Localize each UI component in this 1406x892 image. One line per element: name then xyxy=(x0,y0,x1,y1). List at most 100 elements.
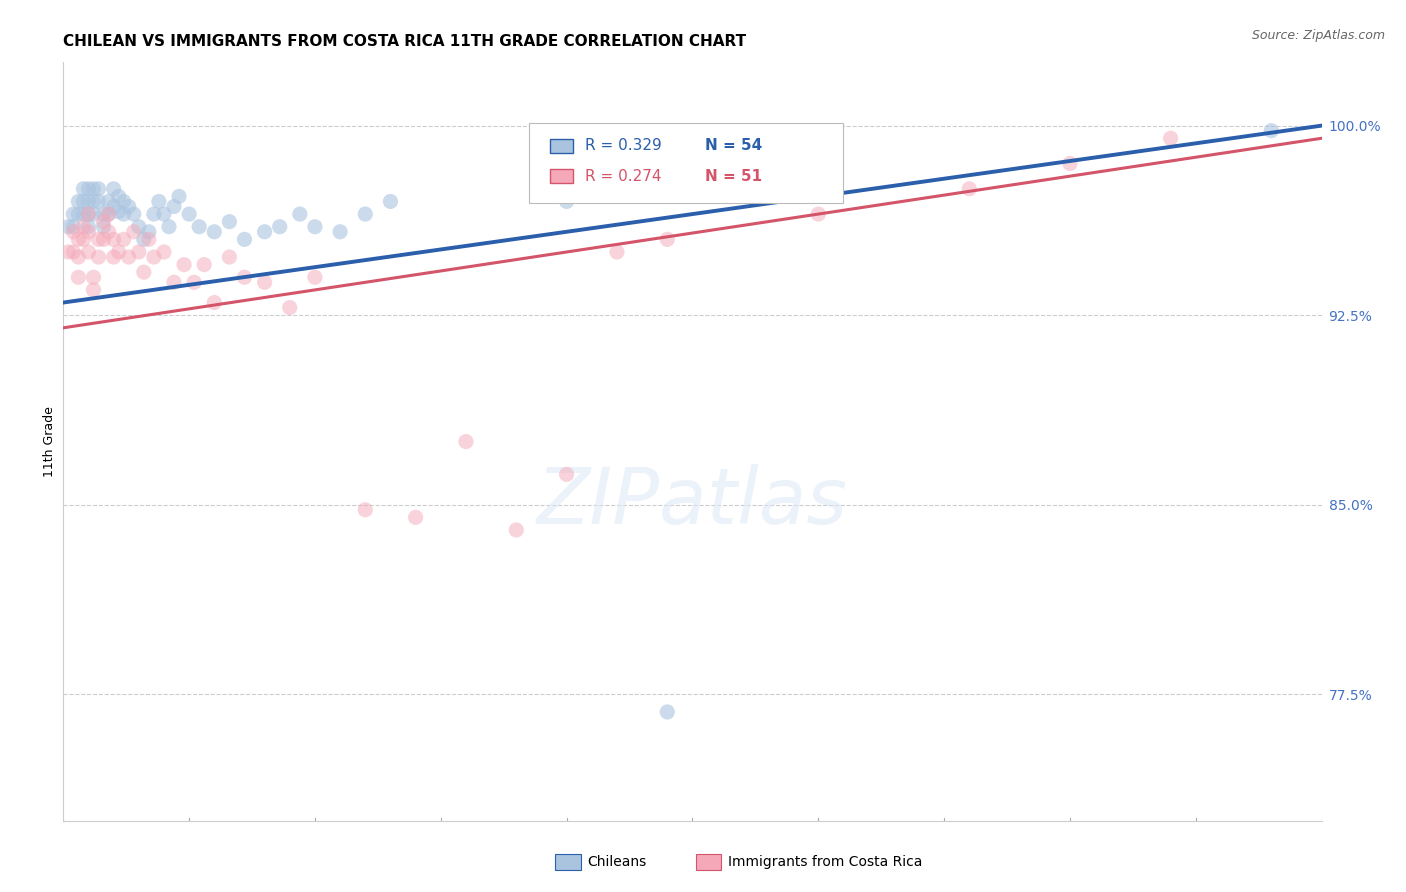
Point xyxy=(163,199,186,213)
Point xyxy=(253,225,276,239)
Point xyxy=(132,232,155,246)
Point xyxy=(62,207,84,221)
Text: R = 0.329: R = 0.329 xyxy=(585,138,662,153)
Text: R = 0.274: R = 0.274 xyxy=(585,169,662,184)
Y-axis label: 11th Grade: 11th Grade xyxy=(44,406,56,477)
Point xyxy=(454,434,477,449)
Text: N = 51: N = 51 xyxy=(704,169,762,184)
Text: N = 54: N = 54 xyxy=(704,138,762,153)
Bar xyxy=(550,139,572,153)
Point xyxy=(77,207,100,221)
Point xyxy=(62,225,84,239)
Point xyxy=(957,182,980,196)
Point xyxy=(62,219,84,234)
FancyBboxPatch shape xyxy=(529,123,844,202)
Point xyxy=(142,250,165,264)
Point xyxy=(354,503,377,517)
Point xyxy=(77,207,100,221)
Point xyxy=(67,250,90,264)
Point xyxy=(138,225,160,239)
Point xyxy=(380,194,402,209)
Point xyxy=(82,283,104,297)
Point xyxy=(555,194,578,209)
Point xyxy=(112,194,135,209)
Point xyxy=(269,219,291,234)
Point xyxy=(77,194,100,209)
Point xyxy=(606,244,628,259)
Point xyxy=(97,207,120,221)
Point xyxy=(82,182,104,196)
Point xyxy=(188,219,211,234)
Point xyxy=(193,258,215,272)
Point xyxy=(278,301,301,315)
Point xyxy=(72,232,94,246)
Point xyxy=(1059,156,1081,170)
Point xyxy=(72,194,94,209)
Point xyxy=(112,207,135,221)
Text: ZIPatlas: ZIPatlas xyxy=(537,464,848,541)
Text: CHILEAN VS IMMIGRANTS FROM COSTA RICA 11TH GRADE CORRELATION CHART: CHILEAN VS IMMIGRANTS FROM COSTA RICA 11… xyxy=(63,34,747,49)
Point xyxy=(72,207,94,221)
Point xyxy=(67,232,90,246)
Point xyxy=(163,275,186,289)
Point xyxy=(103,232,125,246)
Point xyxy=(657,705,679,719)
Point xyxy=(157,219,180,234)
Point xyxy=(128,219,150,234)
Point xyxy=(103,182,125,196)
Point xyxy=(505,523,527,537)
Point xyxy=(138,232,160,246)
Point xyxy=(87,250,110,264)
Point xyxy=(72,219,94,234)
Point xyxy=(77,182,100,196)
Point xyxy=(107,204,129,219)
Point xyxy=(183,275,205,289)
Point xyxy=(253,275,276,289)
Point xyxy=(93,207,115,221)
Point xyxy=(218,250,240,264)
Point xyxy=(77,225,100,239)
Point xyxy=(82,194,104,209)
Point xyxy=(93,219,115,234)
Point xyxy=(87,232,110,246)
Point xyxy=(202,295,225,310)
Point xyxy=(153,207,176,221)
Point xyxy=(97,225,120,239)
Point xyxy=(67,270,90,285)
Point xyxy=(93,215,115,229)
Point xyxy=(77,219,100,234)
Point xyxy=(405,510,427,524)
Point xyxy=(288,207,311,221)
Point xyxy=(93,232,115,246)
Point xyxy=(122,225,145,239)
Point xyxy=(118,250,141,264)
Point xyxy=(67,207,90,221)
Point xyxy=(87,194,110,209)
Point xyxy=(1160,131,1182,145)
Point xyxy=(304,219,326,234)
Point xyxy=(807,182,830,196)
Point xyxy=(128,244,150,259)
Point xyxy=(202,225,225,239)
Point xyxy=(177,207,200,221)
Text: Chileans: Chileans xyxy=(588,855,647,869)
Point xyxy=(153,244,176,259)
Point xyxy=(107,244,129,259)
Point xyxy=(122,207,145,221)
Point xyxy=(107,189,129,203)
Text: Immigrants from Costa Rica: Immigrants from Costa Rica xyxy=(728,855,922,869)
Point xyxy=(97,194,120,209)
Point xyxy=(103,250,125,264)
Point xyxy=(173,258,195,272)
Point xyxy=(67,194,90,209)
Point xyxy=(58,219,80,234)
Point xyxy=(354,207,377,221)
Point xyxy=(233,232,256,246)
Point xyxy=(657,232,679,246)
Point xyxy=(118,199,141,213)
Point xyxy=(329,225,352,239)
Point xyxy=(87,182,110,196)
Point xyxy=(555,467,578,482)
Bar xyxy=(550,169,572,183)
Point xyxy=(77,244,100,259)
